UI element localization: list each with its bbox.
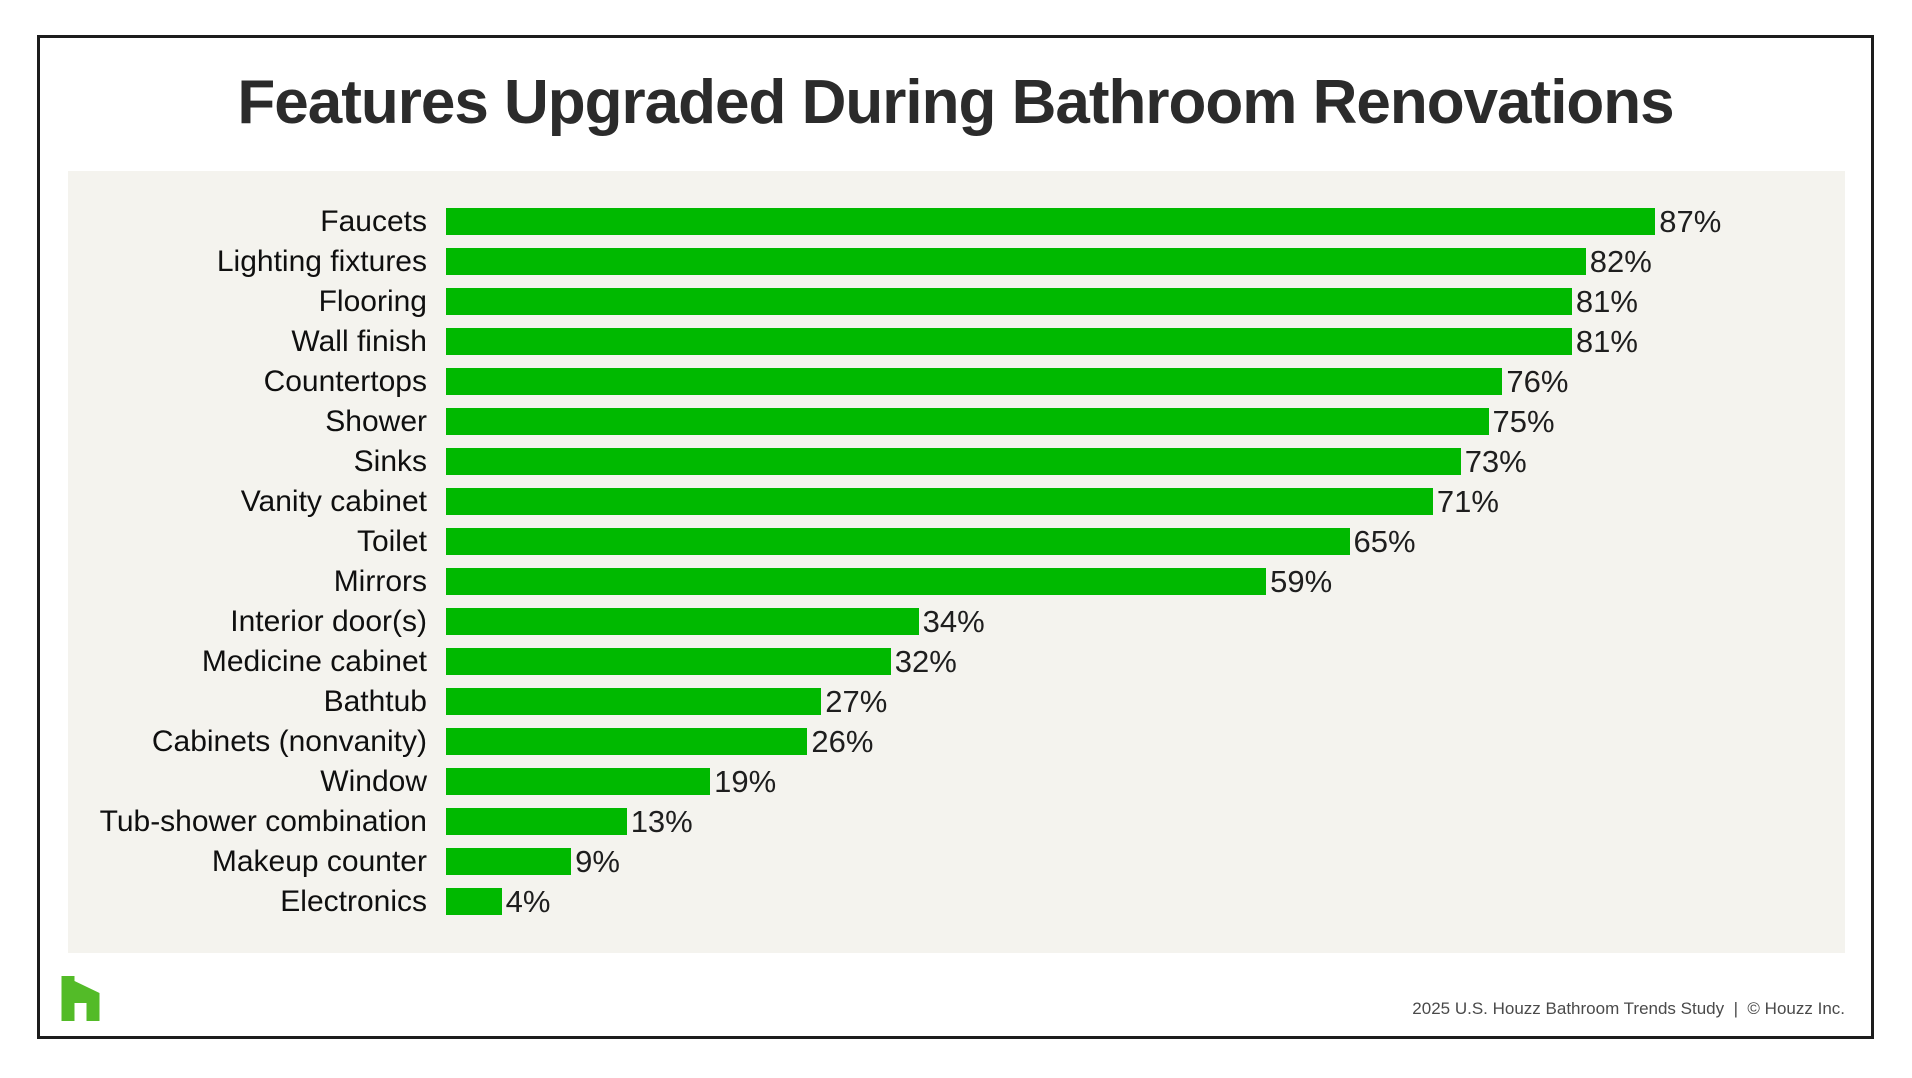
bar-rows: Faucets 87% Lighting fixtures 82% Floori… [68,204,1845,919]
category-label: Faucets [320,205,427,238]
category-label: Bathtub [323,685,427,718]
houzz-logo-icon [61,976,100,1021]
value-label: 4% [505,884,551,919]
chart-frame: Features Upgraded During Bathroom Renova… [37,35,1874,1039]
bar [446,488,1433,515]
bar [446,688,822,715]
category-label: Tub-shower combination [99,805,427,838]
value-label: 19% [714,764,777,799]
value-label: 9% [575,844,620,879]
value-label: 65% [1353,524,1416,559]
bar [446,408,1489,435]
chart-title: Features Upgraded During Bathroom Renova… [237,68,1674,137]
bar [446,888,502,915]
bar [446,208,1656,235]
bar [446,808,627,835]
bar-row: Mirrors 59% [68,564,1845,599]
value-label: 76% [1506,364,1569,399]
value-label: 71% [1436,484,1499,519]
bar [446,328,1572,355]
bar-row: Toilet 65% [68,524,1845,559]
value-label: 32% [894,644,957,679]
bar-row: Shower 75% [68,404,1845,439]
value-label: 59% [1270,564,1333,599]
bar [446,288,1572,315]
bar [446,568,1267,595]
category-label: Electronics [280,885,427,918]
attribution-text: 2025 U.S. Houzz Bathroom Trends Study | … [1412,999,1845,1018]
bar [446,608,919,635]
category-label: Medicine cabinet [201,645,427,678]
bar-row: Faucets 87% [68,204,1845,239]
chart-panel: Faucets 87% Lighting fixtures 82% Floori… [68,171,1845,953]
category-label: Flooring [318,285,427,318]
value-label: 75% [1492,404,1555,439]
category-label: Wall finish [291,325,427,358]
category-label: Window [320,765,427,798]
category-label: Lighting fixtures [216,245,427,278]
bar-row: Tub-shower combination 13% [68,804,1845,839]
value-label: 82% [1589,244,1652,279]
bar-row: Wall finish 81% [68,324,1845,359]
bar [446,448,1461,475]
value-label: 34% [922,604,985,639]
category-label: Countertops [263,365,427,398]
category-label: Makeup counter [211,845,427,878]
category-label: Cabinets (nonvanity) [151,725,427,758]
bar-row: Medicine cabinet 32% [68,644,1845,679]
bar-row: Cabinets (nonvanity) 26% [68,724,1845,759]
bar-row: Interior door(s) 34% [68,604,1845,639]
bar-row: Countertops 76% [68,364,1845,399]
bar [446,248,1586,275]
category-label: Shower [325,405,427,438]
category-label: Interior door(s) [230,605,427,638]
bar [446,528,1350,555]
value-label: 81% [1575,284,1638,319]
bar-row: Sinks 73% [68,444,1845,479]
category-label: Sinks [353,445,427,478]
category-label: Vanity cabinet [240,485,427,518]
bar-row: Electronics 4% [68,884,1845,919]
value-label: 13% [630,804,693,839]
bar [446,728,808,755]
value-label: 26% [811,724,874,759]
bar-row: Lighting fixtures 82% [68,244,1845,279]
value-label: 87% [1659,204,1722,239]
bar [446,648,891,675]
value-label: 27% [825,684,888,719]
category-label: Mirrors [333,565,427,598]
bar [446,848,572,875]
value-label: 81% [1575,324,1638,359]
bar [446,768,711,795]
bar-row: Window 19% [68,764,1845,799]
category-label: Toilet [356,525,427,558]
bar-row: Vanity cabinet 71% [68,484,1845,519]
bar [446,368,1503,395]
bar-row: Makeup counter 9% [68,844,1845,879]
bar-row: Flooring 81% [68,284,1845,319]
value-label: 73% [1464,444,1527,479]
bar-row: Bathtub 27% [68,684,1845,719]
